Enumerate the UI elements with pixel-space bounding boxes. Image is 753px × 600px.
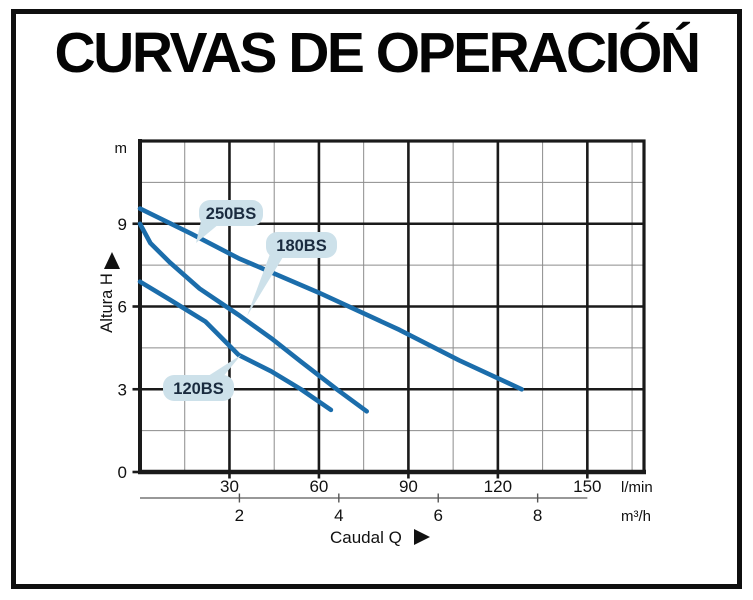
x2-tick-label: 8: [533, 506, 542, 525]
curve-120BS: [137, 279, 334, 413]
y-tick-label: 0: [118, 463, 127, 482]
y-tick-label: 3: [118, 380, 127, 399]
callout-label-120BS: 120BS: [173, 380, 223, 398]
outer-frame: [11, 9, 742, 589]
callout-tail-180BS: [247, 254, 283, 316]
x-axis-unit-label: l/min: [621, 479, 653, 496]
x-tick-label: 150: [573, 477, 601, 496]
x-tick-label: 90: [399, 477, 418, 496]
callout-bubble-180BS: [266, 232, 337, 258]
x-axis-title: Caudal Q: [330, 528, 402, 547]
x2-tick-label: 4: [334, 506, 343, 525]
x-tick-label: 60: [309, 477, 328, 496]
altura-up-arrow-icon: [104, 252, 120, 269]
y-tick-label: 9: [118, 215, 127, 234]
callout-bubble-120BS: [163, 375, 234, 401]
callout-label-180BS: 180BS: [276, 237, 326, 255]
y-axis-title: Altura H: [98, 273, 116, 333]
y-tick-label: 6: [118, 298, 127, 317]
caudal-right-arrow-icon: [414, 529, 430, 545]
callout-tail-120BS: [205, 355, 241, 378]
x2-tick-label: 2: [235, 506, 244, 525]
x2-axis-unit-label: m³/h: [621, 508, 651, 525]
callout-bubble-250BS: [199, 200, 263, 226]
x-tick-label: 120: [484, 477, 512, 496]
y-axis-unit-label: m: [115, 140, 128, 157]
curve-250BS: [137, 206, 524, 392]
curve-180BS: [137, 221, 369, 414]
callout-tail-250BS: [196, 221, 219, 243]
x-tick-label: 30: [220, 477, 239, 496]
chart-title: CURVAS DE OPERACIÓŃ: [54, 21, 702, 85]
callout-label-250BS: 250BS: [206, 205, 256, 223]
x2-tick-label: 6: [433, 506, 442, 525]
